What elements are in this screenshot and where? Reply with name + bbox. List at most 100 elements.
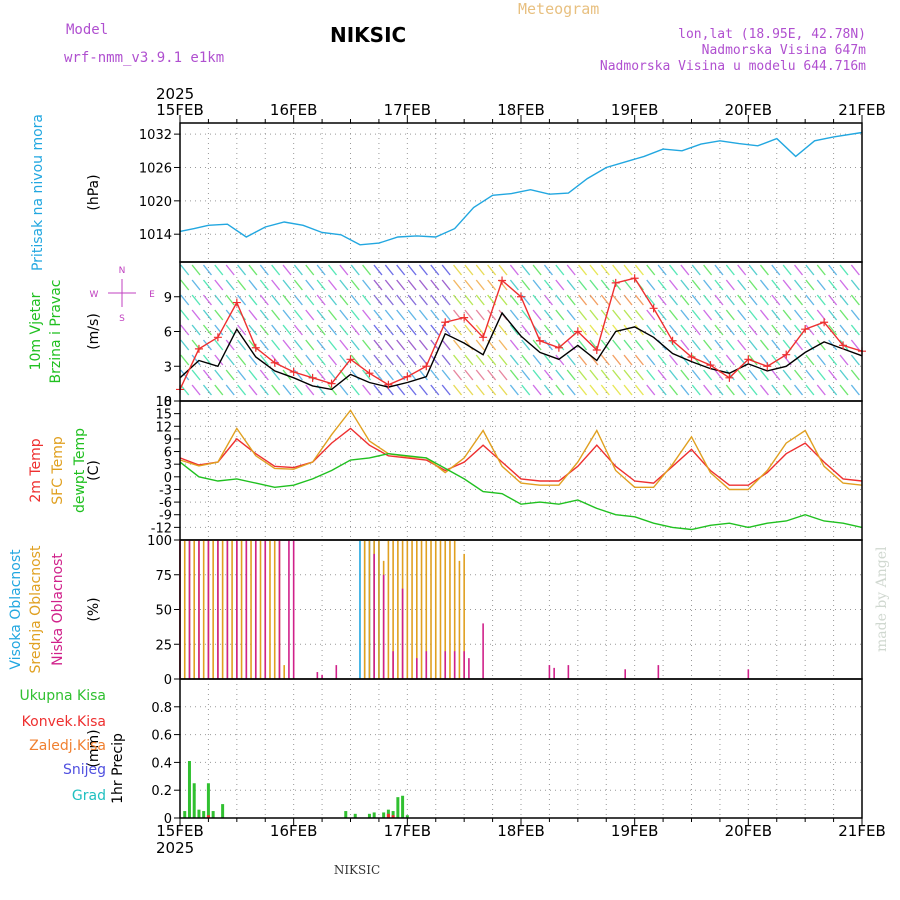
wind-barb (418, 324, 428, 336)
wind-barb (316, 354, 326, 366)
wind-barb (464, 354, 474, 366)
panel-frame (179, 678, 863, 819)
wind-barb (805, 309, 815, 321)
wind-barb (612, 309, 622, 321)
gust-marker (270, 358, 279, 367)
wind-barb (578, 324, 588, 336)
precip-legend-item: Ukupna Kisa (19, 688, 106, 704)
wind-barb (441, 339, 451, 351)
wind-barb (327, 279, 338, 291)
wind-barb (703, 384, 713, 396)
wind-barb (350, 294, 360, 306)
wind-barb (248, 309, 258, 321)
wind-barb (771, 354, 781, 366)
precip-legend-item: Snijeg (63, 762, 106, 778)
wind-barb (566, 369, 576, 381)
wind-barb (850, 309, 860, 321)
wind-barb (305, 324, 315, 336)
wind-barb (839, 309, 849, 321)
gust-marker (251, 343, 260, 352)
wind-barb (180, 384, 190, 396)
wind-barb (237, 264, 247, 276)
wind-barb (418, 369, 428, 381)
panel-title-line: Brzina i Pravac (48, 280, 64, 384)
wind-barb (373, 279, 383, 291)
series-line (179, 409, 863, 491)
wind-barb (839, 294, 849, 306)
wind-barb (578, 294, 588, 306)
wind-barb (578, 384, 588, 396)
wind-barb (248, 279, 258, 291)
wind-barb (612, 324, 622, 336)
wind-barb (407, 384, 417, 396)
wind-barb (771, 264, 781, 276)
wind-barb (407, 354, 417, 366)
credit-label: made by Angel (874, 546, 890, 652)
gust-marker (403, 372, 412, 381)
wind-barb (487, 279, 497, 291)
wind-barb (725, 339, 735, 351)
wind-barb (180, 339, 190, 351)
wind-barb (282, 264, 292, 276)
wind-barb (305, 309, 315, 321)
y-tick-label: 50 (155, 604, 172, 619)
wind-barb (714, 279, 724, 291)
wind-barb (430, 369, 440, 381)
elevation-label: Nadmorska Visina 647m (702, 43, 867, 58)
wind-barb (725, 324, 735, 336)
wind-barb (430, 384, 440, 396)
wind-barb (839, 279, 849, 291)
wind-barb (555, 309, 565, 321)
wind-barb (793, 264, 804, 276)
wind-barb (532, 264, 542, 276)
wind-barb (543, 309, 554, 321)
wind-barb (748, 369, 758, 381)
wind-barb (839, 324, 849, 336)
gust-marker (687, 352, 696, 361)
coords-label: lon,lat (18.95E, 42.78N) (678, 27, 866, 42)
gust-marker (763, 362, 772, 371)
wind-barb (691, 309, 701, 321)
wind-barb (555, 354, 565, 366)
wind-barb (339, 339, 349, 351)
wind-barb (498, 264, 508, 276)
meteogram-title: Meteogram (518, 0, 599, 18)
gust-marker (649, 304, 658, 313)
wind-barb (657, 384, 667, 396)
wind-barb (418, 339, 428, 351)
wind-barb (566, 324, 576, 336)
wind-barb (612, 384, 622, 396)
wind-barb (214, 279, 224, 291)
wind-barb (225, 279, 235, 291)
wind-barb (225, 324, 235, 336)
panel-title-line: SFC Temp (50, 436, 66, 505)
y-tick-label: 15 (155, 408, 172, 423)
wind-barb (373, 369, 383, 381)
wind-barb (589, 294, 599, 306)
wind-barb (202, 279, 213, 291)
wind-barb (589, 264, 599, 276)
wind-barb (703, 339, 713, 351)
wind-barb (509, 339, 519, 351)
gust-marker (308, 373, 317, 382)
time-tick-label: 19FEB (611, 101, 658, 119)
wind-barb (362, 294, 372, 306)
wind-barb (771, 279, 781, 291)
compass-letter: N (119, 266, 126, 276)
gust-marker (820, 318, 829, 327)
wind-barb (373, 339, 383, 351)
wind-barb (293, 354, 303, 366)
wind-barb (498, 354, 508, 366)
wind-barb (532, 294, 542, 306)
wind-barb (214, 309, 224, 321)
panel-title-line: 2m Temp (28, 438, 44, 502)
wind-barb (714, 264, 724, 276)
wind-barb (805, 294, 815, 306)
wind-barb (771, 309, 781, 321)
wind-barb (759, 339, 769, 351)
wind-barb (487, 369, 497, 381)
wind-barb (339, 264, 349, 276)
wind-barb (771, 294, 781, 306)
wind-barb (793, 279, 804, 291)
wind-barb (680, 384, 690, 396)
